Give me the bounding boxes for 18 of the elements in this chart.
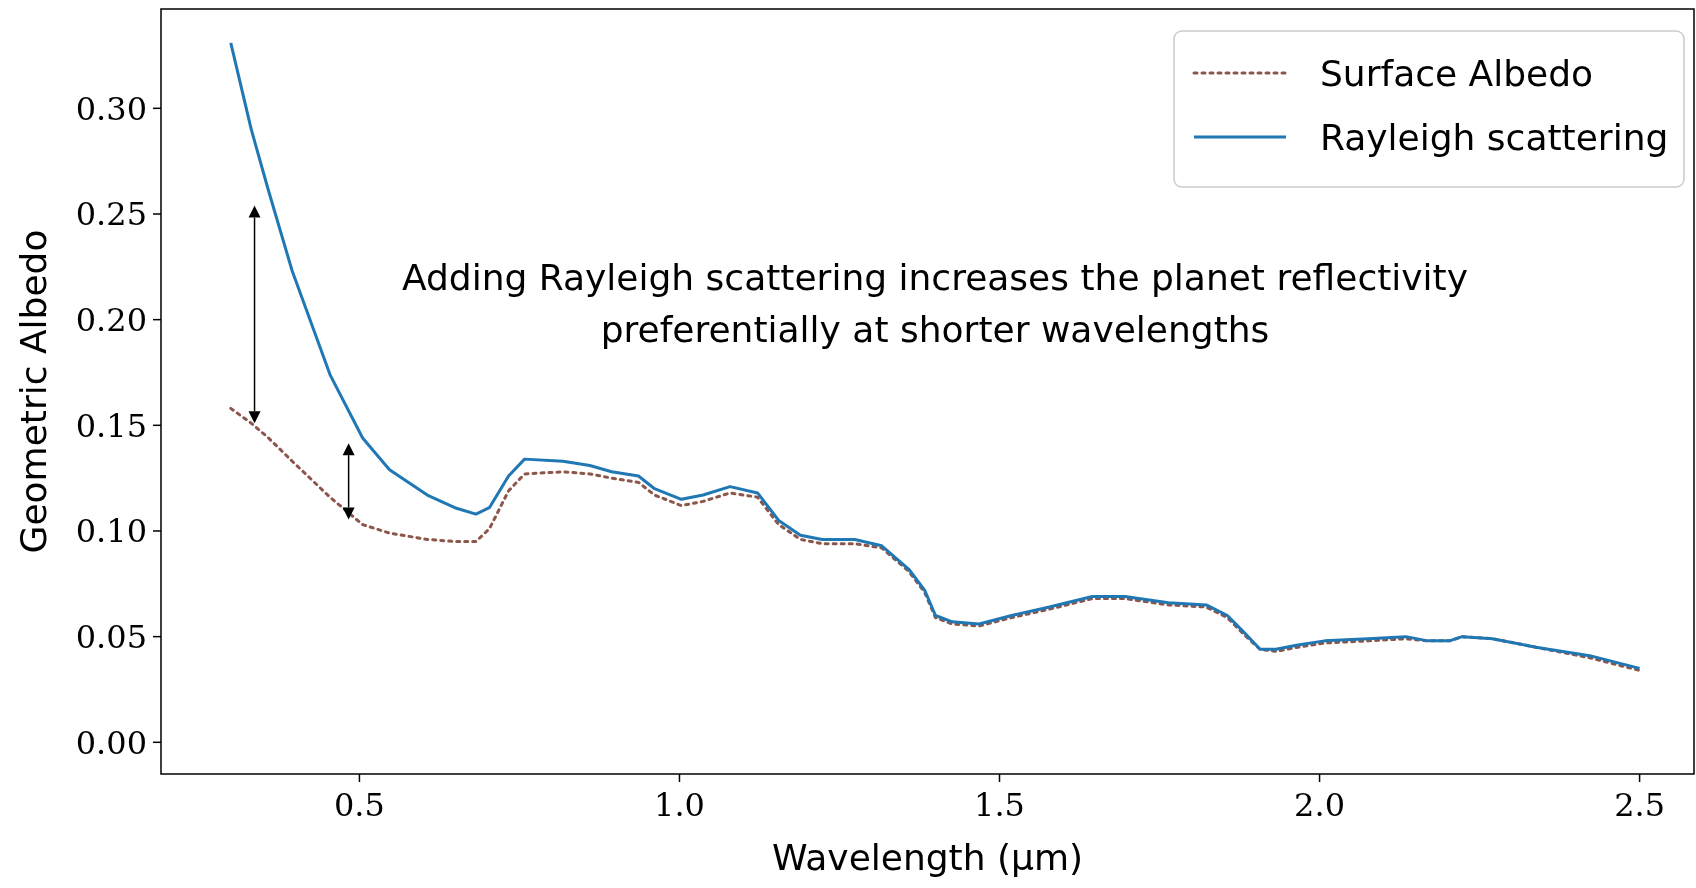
line-series	[229, 406, 1642, 672]
legend-label: Rayleigh scattering	[1320, 116, 1669, 158]
legend-label: Surface Albedo	[1320, 52, 1594, 94]
y-tick-label: 0.00	[75, 723, 147, 762]
y-tick-label: 0.20	[75, 300, 147, 339]
x-tick-label: 0.5	[333, 786, 385, 824]
y-tick-label: 0.15	[75, 406, 147, 445]
y-tick-label: 0.10	[75, 512, 147, 551]
x-axis-title: Wavelength (μm)	[771, 837, 1084, 878]
y-tick-label: 0.05	[75, 617, 147, 656]
y-tick-label: 0.30	[75, 89, 147, 128]
x-tick-label: 2.0	[1294, 786, 1345, 824]
annotation: Adding Rayleigh scattering increases the planet reflectivity preferentially at shorter wavelengths	[401, 257, 1469, 350]
x-tick-label: 1.0	[654, 786, 705, 824]
x-tick-label: 1.5	[974, 786, 1025, 824]
y-axis-title: Geometric Albedo	[13, 229, 54, 554]
y-tick-label: 0.25	[75, 195, 147, 234]
x-tick-label: 2.5	[1614, 786, 1666, 824]
